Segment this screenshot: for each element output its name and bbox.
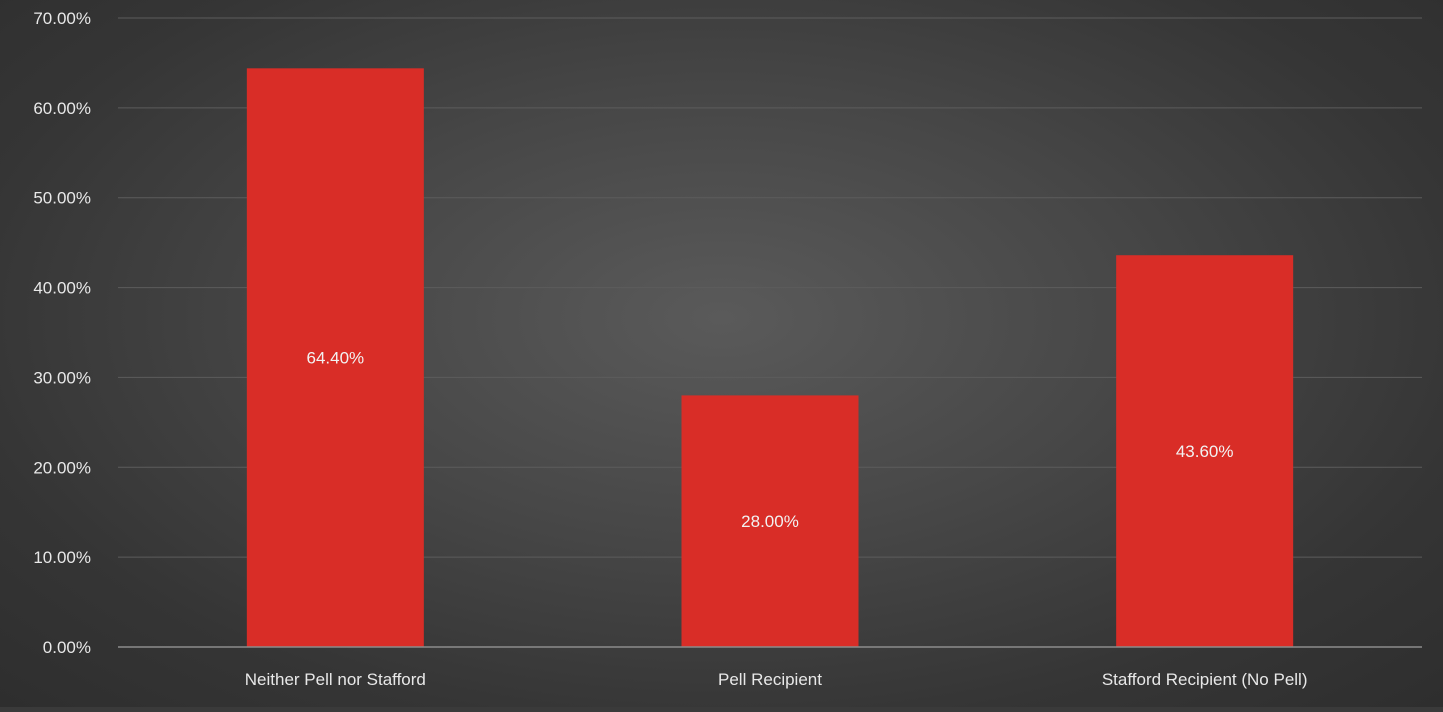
y-tick-label: 20.00% [33,458,91,477]
data-label: 43.60% [1176,442,1234,461]
data-label: 28.00% [741,512,799,531]
x-axis-tick-labels: Neither Pell nor Stafford Pell Recipient S… [245,670,1308,689]
bar [1116,255,1294,648]
y-tick-label: 10.00% [33,548,91,567]
bar [681,395,859,647]
y-tick-label: 40.00% [33,279,91,298]
bars [246,68,1294,648]
y-tick-label: 30.00% [33,368,91,387]
x-tick-label: Pell Recipient [718,670,822,689]
x-tick-label: Neither Pell nor Stafford [245,670,426,689]
x-tick-label: Stafford Recipient (No Pell) [1102,670,1308,689]
data-labels: 64.40% 28.00% 43.60% [306,349,1233,532]
y-axis-tick-labels: 0.00% 10.00% 20.00% 30.00% 40.00% 50.00% 60.00… [33,9,91,657]
y-tick-label: 70.00% [33,9,91,28]
y-tick-label: 0.00% [43,638,91,657]
data-label: 64.40% [306,349,364,368]
y-tick-label: 50.00% [33,189,91,208]
bar [246,68,424,647]
y-tick-label: 60.00% [33,99,91,118]
